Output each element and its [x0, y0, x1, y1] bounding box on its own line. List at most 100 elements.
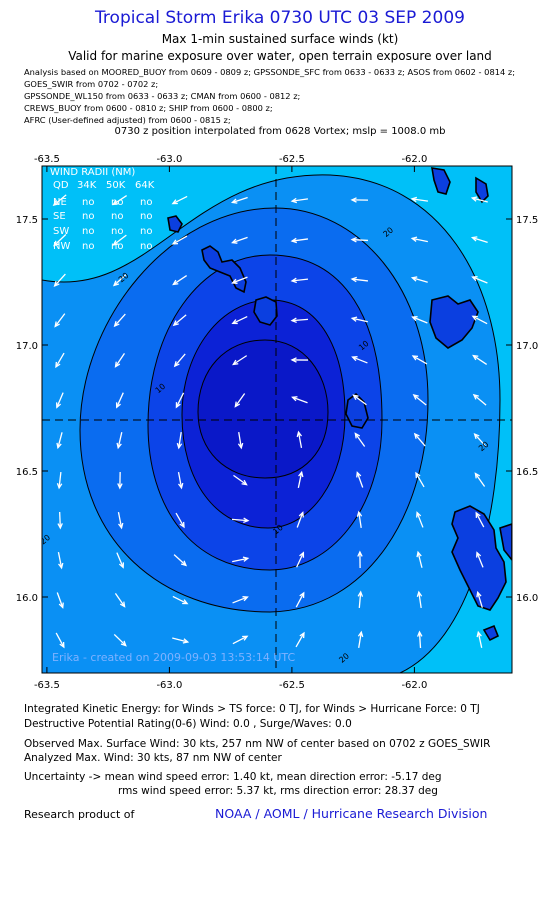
lon-tick-label-bottom: -62.5	[279, 680, 305, 691]
lat-tick-label-right: 17.5	[516, 215, 538, 226]
wind-arrow	[411, 316, 428, 324]
wind-radii-table: WIND RADII (NM) QD 34K 50K 64K NE no no …	[50, 167, 155, 252]
map-subtitle-units: Max 1-min sustained surface winds (kt)	[161, 32, 399, 46]
wind-arrow	[173, 554, 188, 567]
wind-arrow	[295, 631, 305, 648]
wind-radii-row: NE no no no	[53, 197, 152, 208]
wind-radii-value: no	[82, 211, 94, 222]
wind-radii-col-64k: 64K	[135, 180, 155, 191]
wind-arrow	[471, 276, 488, 284]
contour-label: 20	[38, 533, 52, 546]
wind-arrow	[413, 432, 426, 447]
wind-arrow	[412, 394, 427, 406]
wind-arrow	[416, 550, 423, 568]
wind-arrow	[231, 236, 248, 244]
map-frame	[41, 165, 513, 674]
wind-arrow	[56, 471, 63, 490]
wind-radii-quadrant: NW	[53, 241, 70, 252]
wind-vectors	[52, 194, 488, 649]
dpr-line: Destructive Potential Rating(0-6) Wind: …	[24, 718, 352, 730]
wind-arrow	[55, 352, 65, 369]
wind-arrow	[472, 393, 487, 406]
wind-arrow	[357, 550, 363, 569]
wind-radii-col-50k: 50K	[106, 180, 126, 191]
wind-arrow	[290, 317, 309, 324]
wind-arrow	[417, 630, 423, 649]
wind-arrow	[57, 511, 63, 530]
wind-arrow	[473, 432, 486, 447]
wind-arrow	[172, 595, 189, 605]
wind-arrow	[56, 432, 63, 450]
lat-tick-label-right: 16.0	[516, 593, 538, 604]
wind-arrow	[114, 352, 126, 368]
lon-tick-label-top: -63.0	[156, 154, 182, 165]
wind-arrow	[291, 396, 308, 404]
island-outline	[431, 167, 451, 195]
wind-arrow	[356, 510, 363, 529]
org-link[interactable]: NOAA / AOML / Hurricane Research Divisio…	[215, 806, 488, 821]
position-line: 0730 z position interpolated from 0628 V…	[114, 126, 446, 137]
wind-arrow	[56, 592, 64, 609]
wind-radii-value: no	[140, 226, 152, 237]
creation-credit: Erika - created on 2009-09-03 13:53:14 U…	[52, 651, 295, 664]
wind-arrow	[230, 196, 248, 204]
uncertainty-line: Uncertainty -> mean wind speed error: 1.…	[24, 771, 442, 783]
wind-arrow	[57, 552, 64, 570]
wind-radii-col-qd: QD	[53, 180, 69, 191]
wind-arrow	[290, 357, 309, 363]
wind-arrow	[173, 353, 186, 368]
source-line: GOES_SWIR from 0702 - 0702 z;	[24, 79, 159, 89]
wind-arrow	[350, 197, 369, 203]
wind-radii-row: SE no no no	[53, 211, 152, 222]
wind-arrow	[475, 511, 485, 528]
lat-tick-label-left: 16.0	[16, 593, 38, 604]
wind-arrow	[177, 472, 184, 490]
map-title: Tropical Storm Erika 0730 UTC 03 SEP 200…	[95, 8, 465, 28]
wind-arrow	[476, 590, 483, 608]
wind-arrow	[171, 195, 188, 205]
wind-radii-value: no	[140, 241, 152, 252]
wind-arrow	[352, 394, 367, 406]
source-line: GPSSONDE_WL150 from 0633 - 0633 z; CMAN …	[24, 91, 301, 101]
wind-arrow	[232, 355, 248, 366]
wind-radii-title: WIND RADII (NM)	[50, 167, 135, 178]
wind-arrow	[232, 556, 250, 563]
lat-tick-label-left: 16.5	[16, 467, 38, 478]
wind-arrow	[171, 235, 188, 245]
island-outline	[253, 296, 278, 326]
wind-radii-quadrant: NE	[53, 197, 67, 208]
wind-arrow	[176, 431, 183, 450]
wind-arrow	[233, 474, 248, 486]
wind-arrow	[290, 237, 309, 244]
wind-arrow	[416, 511, 424, 528]
wind-arrow	[237, 431, 244, 450]
wind-arrow	[117, 512, 124, 530]
wind-arrow	[296, 551, 305, 568]
wind-arrow	[472, 354, 488, 365]
island-outline	[429, 295, 479, 349]
wind-arrow	[416, 590, 423, 609]
wind-arrow	[290, 197, 309, 204]
lon-tick-label-top: -63.5	[34, 154, 60, 165]
wind-arrow	[172, 275, 188, 286]
wind-arrow	[350, 237, 369, 243]
wind-arrow	[175, 512, 185, 529]
lat-tick-label-left: 17.0	[16, 341, 38, 352]
wind-arrow	[231, 276, 248, 284]
wind-arrow	[52, 194, 67, 207]
wind-arrow	[415, 471, 425, 488]
wind-arrow	[351, 356, 368, 364]
wind-radii-value: no	[111, 241, 123, 252]
source-line: AFRC (User-defined adjusted) from 0600 -…	[24, 115, 231, 125]
wind-arrow	[357, 630, 364, 648]
wind-arrow	[410, 276, 428, 283]
island-outline	[167, 215, 183, 233]
lat-tick-label-right: 16.5	[516, 467, 538, 478]
lat-tick-label-right: 17.0	[516, 341, 538, 352]
wind-arrow	[172, 314, 187, 327]
wind-radii-value: no	[111, 197, 123, 208]
source-line: Analysis based on MOORED_BUOY from 0609 …	[24, 67, 516, 77]
wind-arrow	[411, 355, 428, 365]
source-line: CREWS_BUOY from 0600 - 0810 z; SHIP from…	[24, 103, 273, 113]
wind-arrow	[53, 234, 67, 247]
